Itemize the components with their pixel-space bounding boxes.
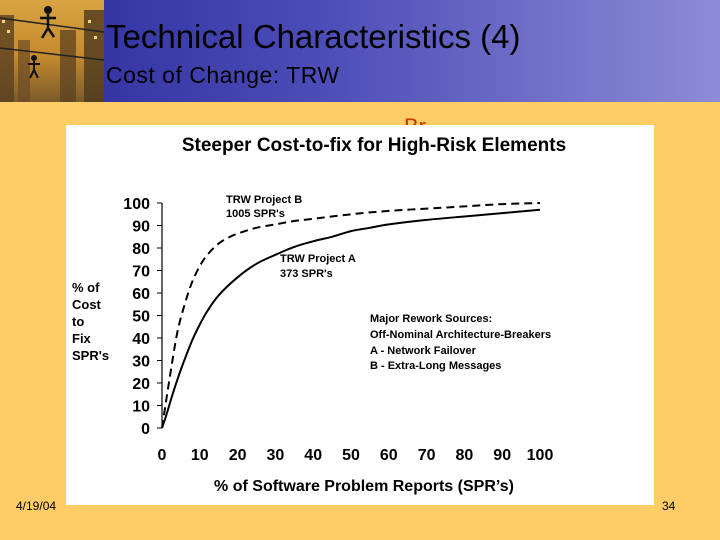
x-tick-label: 100	[527, 447, 554, 464]
x-tick-label: 30	[267, 447, 285, 464]
y-axis-label-line: to	[72, 314, 84, 329]
x-tick-label: 0	[158, 447, 167, 464]
slide-subtitle: Cost of Change: TRW	[106, 62, 340, 88]
y-tick-label: 90	[132, 219, 150, 236]
slide-date: 4/19/04	[16, 499, 57, 513]
chart-panel: Steeper Cost-to-fix for High-Risk Elemen…	[66, 125, 654, 505]
series-a-name: TRW Project A	[280, 253, 356, 265]
y-tick-label: 100	[123, 196, 150, 213]
y-tick-label: 40	[132, 331, 150, 348]
rope-walkers-logo-icon	[0, 0, 104, 102]
annotation-line-2: A - Network Failover	[370, 345, 477, 357]
x-axis-label: % of Software Problem Reports (SPR’s)	[214, 478, 514, 495]
series-line-project-a	[161, 208, 541, 429]
x-tick-label: 80	[456, 447, 474, 464]
x-tick-label: 40	[304, 447, 322, 464]
series-line-project-b	[161, 202, 541, 429]
slide-page-number: 34	[662, 499, 676, 513]
y-axis-label-line: Fix	[72, 331, 92, 346]
y-tick-label: 20	[132, 376, 150, 393]
x-tick-label: 70	[418, 447, 436, 464]
series-label-a: TRW Project A 373 SPR's	[280, 253, 356, 280]
rework-annotation: Major Rework Sources: Off-Nominal Archit…	[370, 313, 551, 372]
x-tick-label: 10	[191, 447, 209, 464]
x-tick-label: 90	[493, 447, 511, 464]
y-tick-label: 0	[141, 421, 150, 438]
chart-title: Steeper Cost-to-fix for High-Risk Elemen…	[182, 135, 566, 156]
y-axis-label-line: % of	[72, 280, 100, 295]
y-tick-label: 70	[132, 264, 150, 281]
series-a-count: 373 SPR's	[280, 268, 333, 280]
series-lines	[161, 202, 541, 429]
cost-to-fix-chart: Steeper Cost-to-fix for High-Risk Elemen…	[72, 135, 566, 495]
series-b-name: TRW Project B	[226, 194, 302, 206]
y-tick-label: 60	[132, 286, 150, 303]
annotation-line-3: B - Extra-Long Messages	[370, 360, 501, 372]
x-tick-label: 60	[380, 447, 398, 464]
y-axis-label: % of Cost to Fix SPR's	[72, 280, 109, 363]
y-tick-label: 50	[132, 309, 150, 326]
series-b-count: 1005 SPR's	[226, 208, 285, 220]
y-tick-label: 80	[132, 241, 150, 258]
annotation-line-1: Off-Nominal Architecture-Breakers	[370, 329, 551, 341]
x-axis-ticks: 0 10 20 30 40 50 60 70 80 90 100	[158, 447, 554, 464]
x-tick-label: 20	[229, 447, 247, 464]
slide-title: Technical Characteristics (4)	[106, 18, 521, 55]
partial-body-text: Br	[404, 112, 426, 126]
y-axis-ticks: 0 10 20 30 40 50 60 70 80 90 100	[123, 196, 162, 438]
y-axis-label-line: SPR's	[72, 348, 109, 363]
series-label-b: TRW Project B 1005 SPR's	[226, 194, 302, 220]
x-tick-label: 50	[342, 447, 360, 464]
annotation-heading: Major Rework Sources:	[370, 313, 492, 325]
y-axis-label-line: Cost	[72, 297, 102, 312]
slide-header: Technical Characteristics (4) Cost of Ch…	[0, 0, 720, 102]
y-tick-label: 10	[132, 399, 150, 416]
y-tick-label: 30	[132, 354, 150, 371]
